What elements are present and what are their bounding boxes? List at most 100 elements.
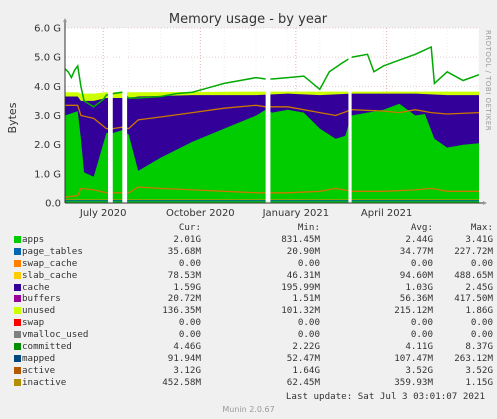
legend-max: 488.65M bbox=[454, 269, 493, 281]
legend-max: 1.15G bbox=[465, 376, 493, 388]
legend-swatch bbox=[14, 247, 21, 255]
legend-avg: 34.77M bbox=[399, 245, 433, 257]
legend-row-vmalloc-used: vmalloc_used 0.00 0.00 0.00 0.00 bbox=[8, 329, 493, 341]
legend-swatch bbox=[14, 378, 21, 386]
legend-max: 2.45G bbox=[465, 281, 493, 293]
legend-swatch bbox=[14, 343, 21, 351]
legend-avg: 3.52G bbox=[405, 364, 433, 376]
legend-cur: 20.72M bbox=[167, 293, 201, 305]
legend-min: 831.45M bbox=[281, 233, 320, 245]
legend-row-buffers: buffers 20.72M 1.51M 56.36M 417.50M bbox=[8, 293, 493, 305]
legend-cur: 0.00 bbox=[178, 257, 201, 269]
legend-row-committed: committed 4.46G 2.22G 4.11G 8.37G bbox=[8, 341, 493, 353]
legend-cur: 0.00 bbox=[178, 317, 201, 329]
legend-name: swap bbox=[22, 317, 45, 329]
legend-max: 263.12M bbox=[454, 352, 493, 364]
legend-avg: 2.44G bbox=[405, 233, 433, 245]
line-active bbox=[65, 104, 480, 130]
y-tick-label: 3.0 G bbox=[34, 111, 61, 122]
legend-name: inactive bbox=[22, 376, 67, 388]
legend-name: page_tables bbox=[22, 245, 83, 257]
line-committed bbox=[64, 45, 480, 108]
rrdtool-credit: RRDTOOL / TOBI OETIKER bbox=[484, 30, 492, 131]
legend-name: buffers bbox=[22, 293, 61, 305]
area-apps bbox=[65, 103, 479, 203]
legend-swatch bbox=[14, 283, 21, 291]
data-gaps bbox=[107, 28, 352, 203]
legend-min: 20.90M bbox=[286, 245, 320, 257]
legend-row-unused: unused 136.35M 101.32M 215.12M 1.86G bbox=[8, 305, 493, 317]
legend-name: unused bbox=[22, 305, 56, 317]
legend-header-avg: Avg: bbox=[410, 222, 433, 233]
x-tick-label: October 2020 bbox=[166, 208, 235, 219]
legend-min: 1.64G bbox=[292, 364, 320, 376]
legend-max: 3.52G bbox=[465, 364, 493, 376]
legend-cur: 0.00 bbox=[178, 329, 201, 341]
y-tick-label: 2.0 G bbox=[34, 140, 61, 151]
legend-min: 2.22G bbox=[292, 341, 320, 353]
legend-swatch bbox=[14, 271, 21, 279]
legend-max: 3.41G bbox=[465, 233, 493, 245]
legend-min: 0.00 bbox=[297, 257, 320, 269]
legend-row-slab-cache: slab_cache 78.53M 46.31M 94.60M 488.65M bbox=[8, 270, 493, 282]
legend-cur: 35.68M bbox=[167, 245, 201, 257]
legend-name: mapped bbox=[22, 352, 56, 364]
legend-max: 0.00 bbox=[470, 329, 493, 341]
legend-name: slab_cache bbox=[22, 269, 78, 281]
legend-avg: 56.36M bbox=[399, 293, 433, 305]
x-axis-arrow bbox=[483, 201, 487, 205]
legend-min: 101.32M bbox=[281, 305, 320, 317]
y-tick-label: 0.0 bbox=[45, 199, 61, 210]
x-tick-label: January 2021 bbox=[262, 208, 330, 219]
legend-header-min: Min: bbox=[297, 222, 320, 233]
legend-swatch bbox=[14, 319, 21, 327]
legend-max: 227.72M bbox=[454, 245, 493, 257]
y-axis-label: Bytes bbox=[6, 102, 19, 133]
legend-row-inactive: inactive 452.58M 62.45M 359.93M 1.15G bbox=[8, 377, 493, 389]
series-group bbox=[64, 45, 480, 203]
legend-row-active: active 3.12G 1.64G 3.52G 3.52G bbox=[8, 365, 493, 377]
legend-avg: 0.00 bbox=[410, 329, 433, 341]
legend-name: active bbox=[22, 364, 56, 376]
legend-row-swap-cache: swap_cache 0.00 0.00 0.00 0.00 bbox=[8, 258, 493, 270]
data-gap bbox=[107, 28, 113, 203]
legend-max: 1.86G bbox=[465, 305, 493, 317]
legend-swatch bbox=[14, 354, 21, 362]
legend-max: 0.00 bbox=[470, 257, 493, 269]
legend-max: 0.00 bbox=[470, 317, 493, 329]
legend-cur: 91.94M bbox=[167, 352, 201, 364]
axes: 0.0 1.0 G 2.0 G 3.0 G 4.0 G 5.0 G 6.0 G July 20… bbox=[34, 18, 487, 219]
legend-cur: 452.58M bbox=[162, 376, 201, 388]
x-tick-label: July 2020 bbox=[79, 208, 127, 219]
legend-row-mapped: mapped 91.94M 52.47M 107.47M 263.12M bbox=[8, 353, 493, 365]
x-tick-label: April 2021 bbox=[361, 208, 412, 219]
y-tick-label: 1.0 G bbox=[34, 169, 61, 180]
legend-cur: 2.01G bbox=[173, 233, 201, 245]
line-inactive bbox=[64, 186, 479, 198]
legend-min: 0.00 bbox=[297, 329, 320, 341]
legend-swatch bbox=[14, 259, 21, 267]
legend-avg: 215.12M bbox=[394, 305, 433, 317]
legend-header-max: Max: bbox=[470, 222, 493, 233]
y-tick-label: 4.0 G bbox=[34, 82, 61, 93]
legend-header-cur: Cur: bbox=[178, 222, 201, 233]
data-gap bbox=[265, 28, 271, 203]
legend-name: committed bbox=[22, 341, 72, 353]
legend-min: 52.47M bbox=[286, 352, 320, 364]
legend-cur: 1.59G bbox=[173, 281, 201, 293]
legend-row-page-tables: page_tables 35.68M 20.90M 34.77M 227.72M bbox=[8, 246, 493, 258]
legend-cur: 4.46G bbox=[173, 341, 201, 353]
legend-swatch bbox=[14, 307, 21, 315]
legend-min: 62.45M bbox=[286, 376, 320, 388]
legend-min: 195.99M bbox=[281, 281, 320, 293]
legend-swatch bbox=[14, 235, 21, 243]
legend-row-swap: swap 0.00 0.00 0.00 0.00 bbox=[8, 317, 493, 329]
legend-avg: 4.11G bbox=[405, 341, 433, 353]
data-gap bbox=[348, 28, 352, 203]
legend-name: swap_cache bbox=[22, 257, 78, 269]
legend-swatch bbox=[14, 331, 21, 339]
legend-min: 46.31M bbox=[286, 269, 320, 281]
legend-name: cache bbox=[22, 281, 50, 293]
legend-avg: 94.60M bbox=[399, 269, 433, 281]
